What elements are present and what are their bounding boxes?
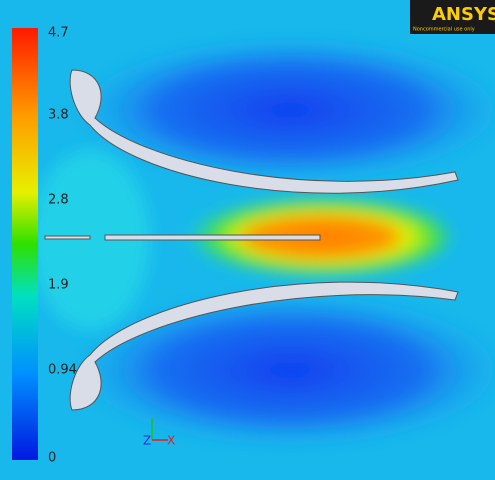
legend-label: 2.8 [48,193,69,208]
contour-view: 4.7 3.8 2.8 1.9 0.94 0 ANSYS Noncommerci… [0,0,495,480]
triad-label: X [167,434,175,448]
page: 4.7 3.8 2.8 1.9 0.94 0 ANSYS Noncommerci… [0,0,495,480]
triad-label: Z [143,434,151,448]
logo-brand: ANSYS [432,4,495,25]
legend-label: 0 [48,451,56,466]
legend-bar [12,28,38,460]
legend-label: 3.8 [48,108,69,123]
logo-note: Noncommercial use only [413,27,475,33]
legend-label: 4.7 [48,26,69,41]
legend-label: 1.9 [48,278,69,293]
legend-label: 0.94 [48,363,77,378]
